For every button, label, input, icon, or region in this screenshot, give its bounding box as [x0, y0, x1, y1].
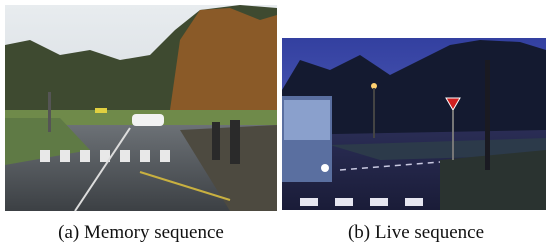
caption: (a) Memory sequence — [58, 222, 224, 243]
live-photo — [282, 38, 546, 210]
caption: (b) Live sequence — [348, 222, 484, 243]
figure: (a) Memory sequence (b) Live sequence — [0, 0, 548, 251]
memory-photo — [5, 5, 277, 211]
